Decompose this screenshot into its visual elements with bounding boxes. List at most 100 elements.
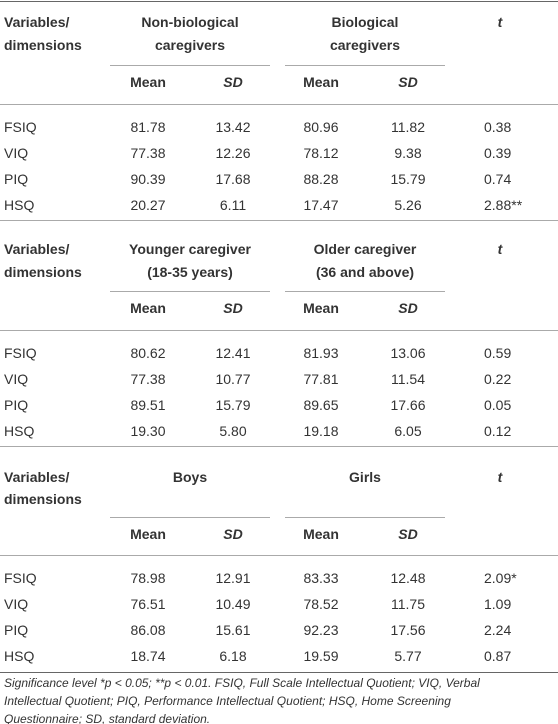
column-header: Mean <box>130 74 166 90</box>
rule <box>0 330 558 331</box>
group-header: caregivers <box>154 37 226 53</box>
rule <box>0 104 558 105</box>
cell: 92.23 <box>303 622 339 638</box>
cell: 77.81 <box>303 371 339 387</box>
rule <box>0 555 558 556</box>
cell: 11.82 <box>391 119 425 135</box>
cell: 6.05 <box>394 423 422 439</box>
cell: 17.47 <box>303 197 339 213</box>
rule <box>285 65 445 66</box>
cell: 5.80 <box>219 423 247 439</box>
cell: 17.66 <box>390 397 426 413</box>
cell: 17.68 <box>215 171 251 187</box>
cell: 19.18 <box>303 423 339 439</box>
cell: 81.78 <box>130 119 166 135</box>
cell: 13.06 <box>390 345 426 361</box>
column-header: Mean <box>303 526 339 542</box>
cell: 0.87 <box>484 648 512 664</box>
row-label: FSIQ <box>4 345 37 361</box>
rule <box>285 517 445 518</box>
rule <box>110 517 270 518</box>
cell: 83.33 <box>303 570 339 586</box>
cell: 6.18 <box>219 648 247 664</box>
label-header: Variables/ <box>4 241 70 257</box>
cell: 2.88** <box>484 197 523 213</box>
cell: 76.51 <box>130 596 166 612</box>
rule <box>0 672 558 673</box>
group-header: Non-biological <box>141 14 239 30</box>
column-header: Mean <box>303 74 339 90</box>
footnote: Intellectual Quotient; PIQ, Performance … <box>4 694 451 708</box>
label-header: Variables/ <box>4 469 70 485</box>
cell: 17.56 <box>390 622 426 638</box>
cell: 80.62 <box>130 345 166 361</box>
cell: 13.42 <box>215 119 251 135</box>
label-header: dimensions <box>4 491 82 507</box>
column-header: Mean <box>130 300 166 316</box>
cell: 77.38 <box>130 145 166 161</box>
cell: 12.41 <box>215 345 251 361</box>
cell: 0.22 <box>484 371 512 387</box>
cell: 78.52 <box>303 596 339 612</box>
cell: 77.38 <box>130 371 166 387</box>
group-header: (18-35 years) <box>147 264 233 280</box>
cell: 88.28 <box>303 171 339 187</box>
row-label: PIQ <box>4 171 29 187</box>
column-header: SD <box>223 74 243 90</box>
label-header: dimensions <box>4 264 82 280</box>
label-header: dimensions <box>4 37 82 53</box>
rule <box>0 1 558 2</box>
cell: 89.51 <box>130 397 166 413</box>
cell: 86.08 <box>130 622 166 638</box>
row-label: VIQ <box>4 145 29 161</box>
t-header: t <box>497 14 503 30</box>
cell: 5.77 <box>394 648 422 664</box>
column-header: SD <box>398 300 418 316</box>
cell: 0.39 <box>484 145 512 161</box>
cell: 12.91 <box>215 570 251 586</box>
cell: 0.12 <box>484 423 512 439</box>
cell: 89.65 <box>303 397 339 413</box>
group-header: caregivers <box>329 37 401 53</box>
row-label: VIQ <box>4 371 29 387</box>
label-header: Variables/ <box>4 14 70 30</box>
group-header: (36 and above) <box>315 264 415 280</box>
cell: 19.59 <box>303 648 339 664</box>
cell: 5.26 <box>394 197 422 213</box>
row-label: PIQ <box>4 622 29 638</box>
column-header: SD <box>223 300 243 316</box>
rule <box>0 446 558 447</box>
row-label: FSIQ <box>4 119 37 135</box>
row-label: HSQ <box>4 648 35 664</box>
cell: 2.24 <box>484 622 512 638</box>
cell: 11.54 <box>391 371 425 387</box>
cell: 81.93 <box>303 345 339 361</box>
row-label: HSQ <box>4 197 35 213</box>
column-header: Mean <box>303 300 339 316</box>
t-header: t <box>497 241 503 257</box>
cell: 9.38 <box>394 145 422 161</box>
group-header: Boys <box>172 469 208 485</box>
footnote: Questionnaire; SD, standard deviation. <box>4 712 211 724</box>
rule <box>110 65 270 66</box>
group-header: Younger caregiver <box>129 241 251 257</box>
cell: 80.96 <box>303 119 339 135</box>
row-label: FSIQ <box>4 570 37 586</box>
group-header: Biological <box>331 14 399 30</box>
rule <box>110 291 270 292</box>
cell: 15.79 <box>215 397 251 413</box>
cell: 0.05 <box>484 397 512 413</box>
cell: 15.61 <box>215 622 251 638</box>
row-label: VIQ <box>4 596 29 612</box>
cell: 78.12 <box>303 145 339 161</box>
column-header: SD <box>398 74 418 90</box>
cell: 20.27 <box>130 197 166 213</box>
cell: 10.77 <box>215 371 251 387</box>
cell: 12.26 <box>215 145 251 161</box>
cell: 18.74 <box>130 648 166 664</box>
cell: 10.49 <box>215 596 251 612</box>
cell: 0.59 <box>484 345 512 361</box>
cell: 78.98 <box>130 570 166 586</box>
cell: 12.48 <box>390 570 426 586</box>
